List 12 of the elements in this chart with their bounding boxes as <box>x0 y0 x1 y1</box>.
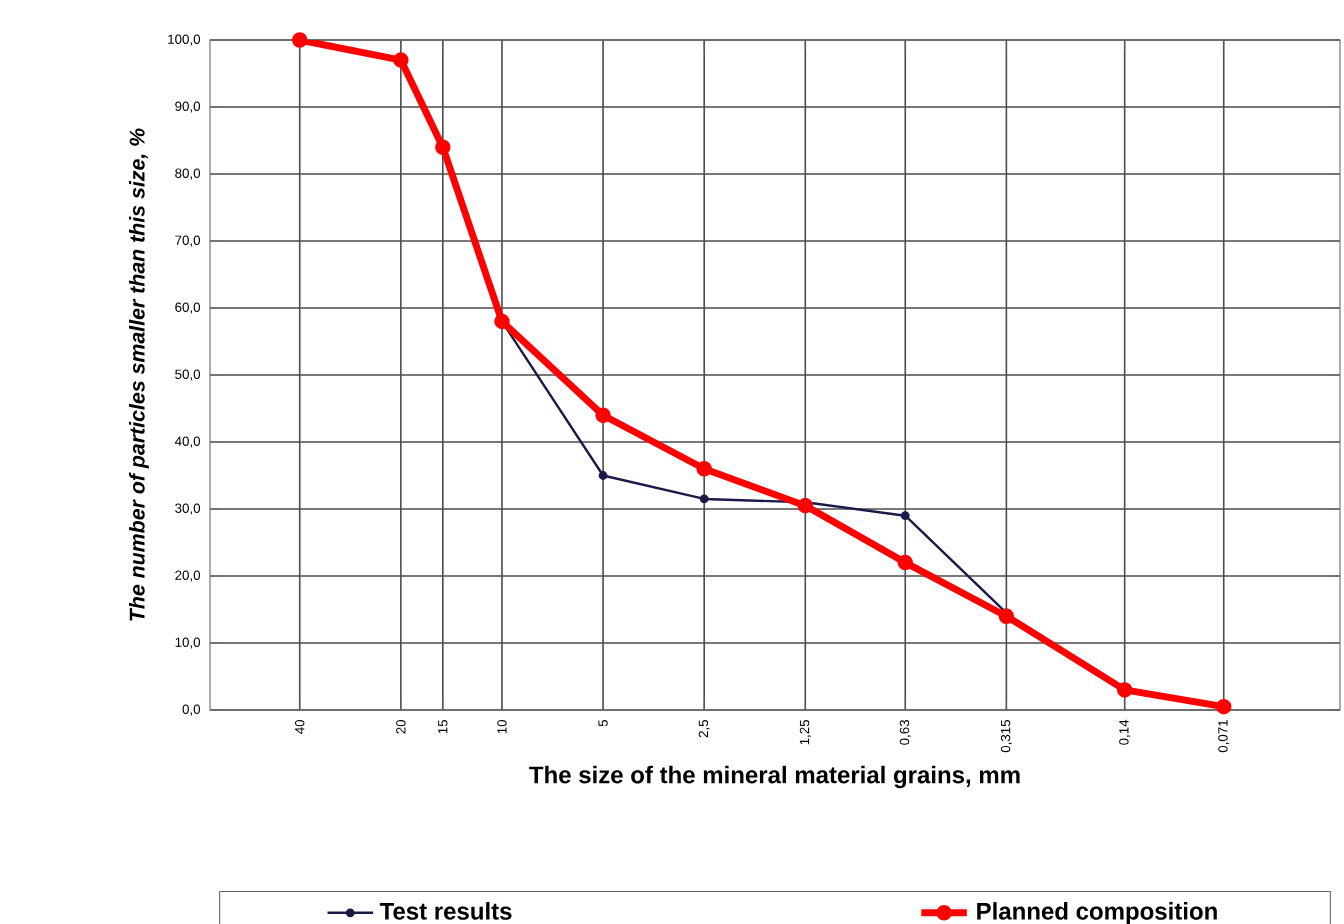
legend-label: Planned composition <box>977 902 1217 924</box>
legend-label: Test results <box>379 902 512 920</box>
x-axis-title: The size of the mineral material grains, mm <box>529 765 1020 789</box>
point <box>998 608 1015 624</box>
point <box>598 471 608 480</box>
point <box>696 461 712 477</box>
point <box>797 497 814 514</box>
point <box>595 407 611 423</box>
point <box>897 554 913 571</box>
y-axis-title: The number of particles smaller than this size, % <box>129 128 149 621</box>
point <box>699 494 709 504</box>
point <box>900 511 910 521</box>
